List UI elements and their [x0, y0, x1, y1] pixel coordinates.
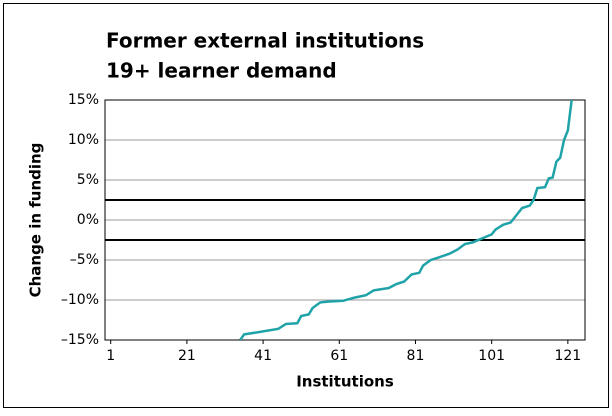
x-tick-label: 21 [178, 348, 196, 364]
chart-subtitle: 19+ learner demand [106, 59, 337, 83]
x-tick-label: 41 [254, 348, 272, 364]
y-tick-label: –15% [61, 332, 99, 348]
y-tick-label: –5% [70, 252, 99, 268]
y-tick-label: 10% [68, 132, 99, 148]
y-tick-label: 0% [77, 212, 99, 228]
y-axis-label: Change in funding [27, 143, 45, 298]
x-tick-label: 81 [407, 348, 425, 364]
y-tick-label: 5% [77, 172, 99, 188]
plot-border [104, 99, 586, 341]
y-tick-label: –10% [61, 292, 99, 308]
chart-title: Former external institutions [106, 29, 424, 53]
y-tick-label: 15% [68, 92, 99, 108]
x-tick-label: 61 [330, 348, 348, 364]
x-tick-label: 121 [554, 348, 581, 364]
data-line [239, 100, 573, 340]
x-tick-label: 101 [478, 348, 505, 364]
x-axis-label: Institutions [296, 373, 394, 391]
frame [3, 3, 609, 408]
x-tick-label: 1 [106, 348, 115, 364]
